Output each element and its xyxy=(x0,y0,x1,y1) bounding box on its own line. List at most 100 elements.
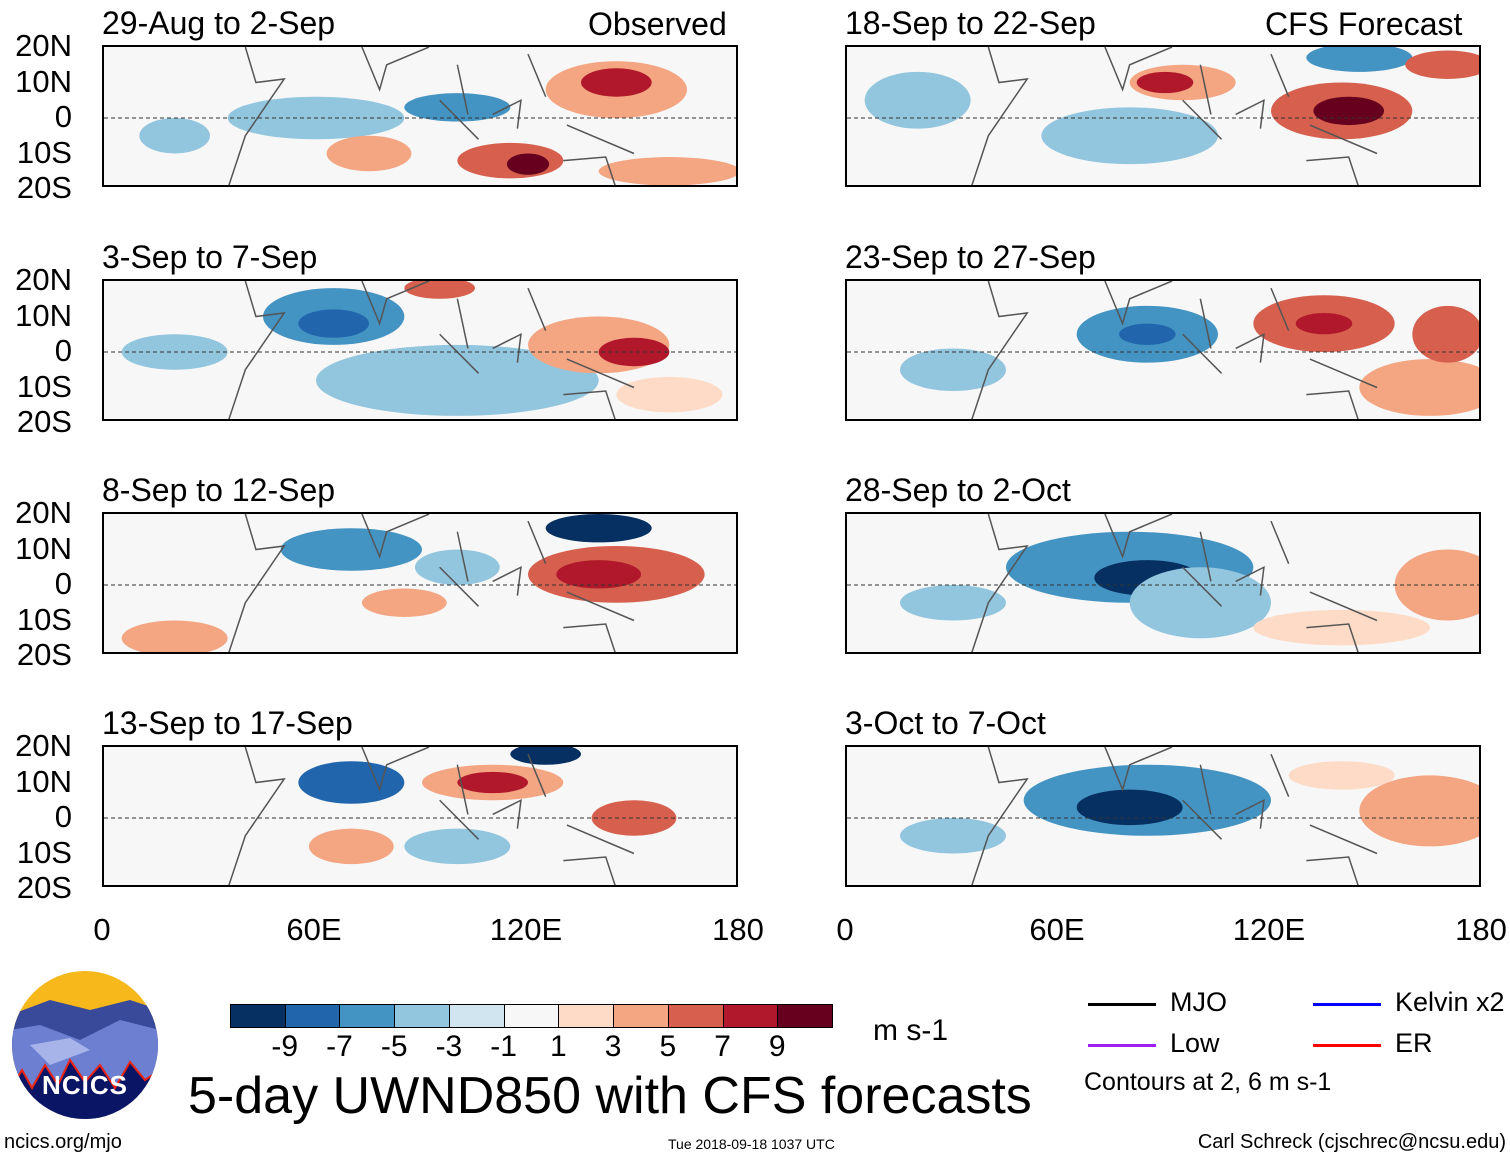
legend-label: Low xyxy=(1170,1028,1220,1058)
anomaly-region xyxy=(457,771,528,794)
panel-title: 3-Sep to 7-Sep xyxy=(102,239,318,275)
anomaly-region xyxy=(616,376,723,413)
forecast-label: CFS Forecast xyxy=(1265,6,1463,42)
lat-tick-label: 0 xyxy=(54,799,72,834)
lat-tick-label: 10S xyxy=(16,601,72,637)
anomaly-region xyxy=(900,348,1006,392)
legend-label: MJO xyxy=(1170,987,1227,1017)
colorbar-label: -5 xyxy=(380,1030,408,1063)
colorbar-swatch xyxy=(230,1004,286,1028)
lon-tick-label: 120E xyxy=(1232,912,1306,947)
anomaly-region xyxy=(1313,96,1385,126)
anomaly-region xyxy=(506,153,550,175)
lat-tick-label: 20S xyxy=(16,870,72,905)
anomaly-region xyxy=(298,309,369,338)
panel-title: 28-Sep to 2-Oct xyxy=(845,472,1071,508)
colorbar-units: m s-1 xyxy=(873,1014,948,1047)
colorbar-swatch xyxy=(394,1004,450,1028)
coastline xyxy=(971,281,1378,419)
map-panel xyxy=(102,512,738,654)
coastline xyxy=(971,514,1378,652)
lat-tick-label: 0 xyxy=(54,566,72,601)
anomaly-region xyxy=(1405,50,1479,79)
legend-line xyxy=(1088,1003,1156,1006)
colorbar-swatch xyxy=(284,1004,341,1028)
lat-tick-label: 10N xyxy=(15,530,72,566)
map-panel xyxy=(845,45,1481,187)
lat-tick-label: 10N xyxy=(15,763,72,799)
colorbar-swatch xyxy=(722,1004,779,1028)
anomaly-region xyxy=(404,828,511,865)
lat-tick-label: 0 xyxy=(54,99,72,134)
colorbar-label: -9 xyxy=(271,1030,299,1063)
anomaly-region xyxy=(326,135,412,172)
lat-tick-label: 20N xyxy=(15,28,72,63)
anomaly-region xyxy=(139,118,210,154)
anomaly-region xyxy=(545,514,652,543)
anomaly-region xyxy=(1359,359,1479,416)
anomaly-region xyxy=(864,71,971,129)
coastline xyxy=(971,47,1378,185)
colorbar-label: 3 xyxy=(604,1030,622,1063)
lat-tick-label: 20N xyxy=(15,262,72,297)
legend-line xyxy=(1313,1044,1381,1047)
lon-tick-label: 180 xyxy=(1455,912,1507,947)
lat-tick-label: 10N xyxy=(15,297,72,333)
anomaly-region xyxy=(404,93,511,122)
map-panel xyxy=(845,745,1481,887)
lat-tick-label: 20S xyxy=(16,404,72,439)
colorbar-swatch xyxy=(448,1004,505,1028)
anomaly-region xyxy=(1136,71,1194,94)
footer-url[interactable]: ncics.org/mjo xyxy=(4,1131,122,1153)
colorbar-swatch xyxy=(558,1004,615,1028)
colorbar-swatch xyxy=(503,1004,560,1028)
lat-tick-label: 10S xyxy=(16,368,72,404)
lon-tick-label: 120E xyxy=(489,912,563,947)
coastline xyxy=(971,747,1378,885)
footer-timestamp: Tue 2018-09-18 1037 UTC xyxy=(668,1136,835,1152)
legend-line xyxy=(1088,1044,1156,1047)
anomaly-region xyxy=(581,68,652,97)
anomaly-region xyxy=(1306,47,1413,72)
map-panel xyxy=(845,512,1481,654)
anomaly-region xyxy=(316,344,599,416)
colorbar-swatch xyxy=(667,1004,724,1028)
lat-tick-label: 20N xyxy=(15,728,72,763)
panel-title: 23-Sep to 27-Sep xyxy=(845,239,1096,275)
lon-tick-label: 0 xyxy=(93,912,111,947)
colorbar-label: 9 xyxy=(768,1030,786,1063)
lat-tick-label: 20S xyxy=(16,637,72,672)
anomaly-region xyxy=(1253,609,1430,646)
coastline xyxy=(228,47,635,185)
panel-title: 29-Aug to 2-Sep xyxy=(102,5,336,41)
anomaly-region xyxy=(1412,305,1479,363)
colorbar-swatch xyxy=(339,1004,396,1028)
main-title: 5-day UWND850 with CFS forecasts xyxy=(188,1067,1032,1125)
map-panel xyxy=(102,45,738,187)
panel-title: 18-Sep to 22-Sep xyxy=(845,5,1096,41)
map-panel xyxy=(102,745,738,887)
legend-label: Kelvin x2 xyxy=(1395,987,1505,1017)
coastline xyxy=(228,747,635,885)
anomaly-region xyxy=(900,585,1006,621)
anomaly-region xyxy=(591,800,677,836)
panel-title: 13-Sep to 17-Sep xyxy=(102,705,353,741)
footer-author: Carl Schreck (cjschrec@ncsu.edu) xyxy=(1197,1131,1506,1153)
lat-tick-label: 10S xyxy=(16,134,72,170)
legend-line xyxy=(1313,1003,1381,1006)
lon-tick-label: 60E xyxy=(1029,912,1085,947)
anomaly-region xyxy=(280,528,422,571)
panel-title: 3-Oct to 7-Oct xyxy=(845,705,1046,741)
colorbar-label: -1 xyxy=(490,1030,517,1063)
anomaly-region xyxy=(121,620,228,652)
colorbar-label: 1 xyxy=(550,1030,567,1063)
map-panel xyxy=(102,279,738,421)
anomaly-region xyxy=(556,560,642,589)
colorbar-swatch xyxy=(613,1004,669,1028)
colorbar-label: 5 xyxy=(659,1030,677,1063)
lon-tick-label: 0 xyxy=(836,912,854,947)
legend-label: ER xyxy=(1395,1028,1433,1058)
observed-label: Observed xyxy=(588,6,727,42)
contour-note: Contours at 2, 6 m s-1 xyxy=(1084,1068,1332,1096)
